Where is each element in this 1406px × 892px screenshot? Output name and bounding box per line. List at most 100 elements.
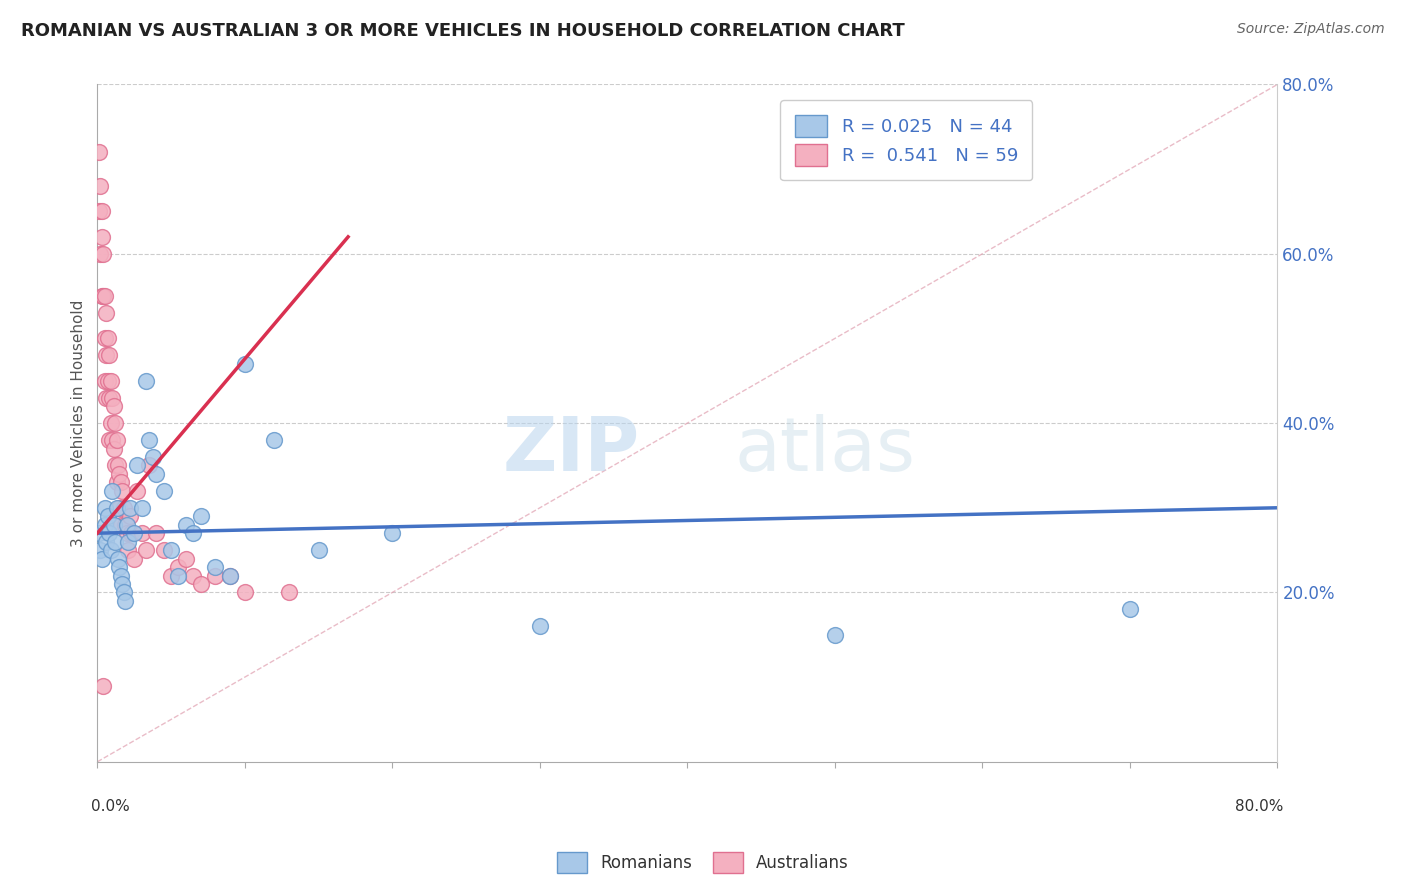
Point: [138, 458, 160, 473]
Point: [90, 289, 112, 303]
Point: [160, 543, 183, 558]
Y-axis label: 3 or more Vehicles in Household: 3 or more Vehicles in Household: [72, 300, 86, 547]
Point: [107, 458, 129, 473]
Point: [110, 568, 132, 582]
Point: [190, 577, 212, 591]
Point: [96, 534, 118, 549]
Point: [112, 585, 135, 599]
Point: [111, 483, 134, 498]
Point: [98, 433, 121, 447]
Point: [100, 543, 122, 558]
Point: [117, 543, 139, 558]
Point: [204, 560, 226, 574]
Point: [103, 442, 125, 456]
Point: [167, 568, 190, 582]
Point: [105, 433, 128, 447]
Point: [131, 500, 153, 515]
Point: [93, 289, 115, 303]
Point: [91, 247, 114, 261]
Point: [135, 543, 157, 558]
Point: [105, 475, 128, 490]
Point: [101, 391, 124, 405]
Point: [122, 526, 145, 541]
Point: [118, 500, 141, 515]
Point: [110, 517, 132, 532]
Point: [219, 568, 242, 582]
Point: [135, 374, 157, 388]
Point: [181, 568, 204, 582]
Point: [181, 526, 204, 541]
Point: [93, 331, 115, 345]
Point: [87, 526, 110, 541]
Point: [104, 416, 127, 430]
Point: [89, 247, 111, 261]
Point: [117, 534, 139, 549]
Point: [103, 399, 125, 413]
Point: [278, 585, 301, 599]
Point: [219, 568, 242, 582]
Point: [97, 374, 120, 388]
Point: [104, 458, 127, 473]
Point: [96, 348, 118, 362]
Point: [174, 551, 197, 566]
Point: [110, 475, 132, 490]
Point: [107, 551, 129, 566]
Point: [89, 179, 111, 194]
Point: [101, 433, 124, 447]
Point: [160, 568, 183, 582]
Point: [93, 500, 115, 515]
Point: [104, 534, 127, 549]
Point: [115, 526, 138, 541]
Point: [91, 679, 114, 693]
Text: 0.0%: 0.0%: [91, 799, 131, 814]
Point: [90, 551, 112, 566]
Point: [174, 517, 197, 532]
Point: [108, 467, 131, 481]
Point: [96, 306, 118, 320]
Text: Source: ZipAtlas.com: Source: ZipAtlas.com: [1237, 22, 1385, 37]
Point: [233, 585, 256, 599]
Point: [90, 230, 112, 244]
Point: [89, 543, 111, 558]
Point: [93, 517, 115, 532]
Legend: Romanians, Australians: Romanians, Australians: [551, 846, 855, 880]
Point: [152, 543, 174, 558]
Point: [108, 500, 131, 515]
Point: [100, 374, 122, 388]
Legend: R = 0.025   N = 44, R =  0.541   N = 59: R = 0.025 N = 44, R = 0.541 N = 59: [780, 100, 1032, 180]
Point: [127, 483, 149, 498]
Point: [114, 517, 136, 532]
Point: [100, 416, 122, 430]
Point: [87, 145, 110, 160]
Point: [96, 391, 118, 405]
Point: [98, 391, 121, 405]
Point: [115, 517, 138, 532]
Point: [233, 357, 256, 371]
Point: [152, 483, 174, 498]
Point: [145, 526, 167, 541]
Text: 80.0%: 80.0%: [1234, 799, 1284, 814]
Point: [98, 526, 121, 541]
Text: ROMANIAN VS AUSTRALIAN 3 OR MORE VEHICLES IN HOUSEHOLD CORRELATION CHART: ROMANIAN VS AUSTRALIAN 3 OR MORE VEHICLE…: [21, 22, 905, 40]
Point: [112, 500, 135, 515]
Point: [1119, 602, 1142, 616]
Text: atlas: atlas: [734, 414, 915, 487]
Point: [87, 204, 110, 219]
Point: [204, 568, 226, 582]
Point: [118, 509, 141, 524]
Point: [263, 433, 285, 447]
Point: [142, 450, 165, 464]
Point: [381, 526, 404, 541]
Point: [111, 577, 134, 591]
Point: [131, 526, 153, 541]
Point: [138, 433, 160, 447]
Point: [145, 467, 167, 481]
Point: [93, 374, 115, 388]
Point: [114, 594, 136, 608]
Point: [101, 483, 124, 498]
Point: [127, 458, 149, 473]
Point: [824, 628, 846, 642]
Text: ZIP: ZIP: [503, 414, 640, 487]
Point: [167, 560, 190, 574]
Point: [105, 500, 128, 515]
